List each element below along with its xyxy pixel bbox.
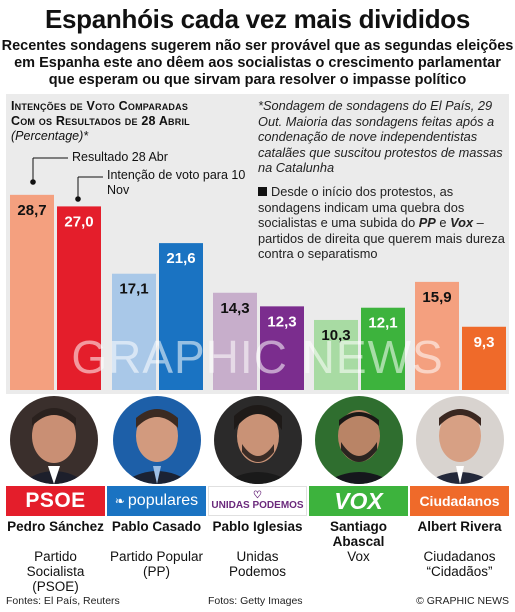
bars-group: 28,7 27,0 17,1 21,6 14,3 12,3 10,3 12,1 15,9 9,3 [10, 194, 506, 390]
chart-heading: Intenções de Voto Comparadas Com os Resu… [11, 99, 190, 129]
footer-photos: Fotos: Getty Images [208, 595, 303, 607]
portrait-santiago-abascal [313, 394, 405, 486]
bar-label-intent-3: 12,1 [368, 315, 397, 332]
logo-podemos-text: UNIDAS PODEMOS [211, 500, 304, 511]
bar-label-intent-2: 12,3 [267, 313, 296, 330]
portraits-row [0, 394, 515, 486]
vox-emphasis: Vox [450, 215, 474, 230]
bar-intent-2 [260, 306, 304, 390]
bar-intent-3 [361, 307, 405, 390]
candidate-party-vox: Vox [347, 549, 370, 564]
portrait-pablo-casado [111, 394, 203, 486]
bullet-square-icon [258, 187, 267, 196]
chart-heading-line2: Com os Resultados de 28 Abril [11, 114, 190, 128]
logo-vox: VOX [309, 486, 408, 516]
pp-emphasis: PP [418, 215, 436, 230]
protests-text-post: – partidos de direita que querem mais du… [258, 215, 505, 261]
bar-label-intent-4: 9,3 [474, 334, 495, 351]
logo-psoe: PSOE [6, 486, 105, 516]
candidate-name-iglesias: Pablo Iglesias [212, 519, 303, 534]
bar-label-result-3: 10,3 [321, 327, 350, 344]
candidate-name-sanchez: Pedro Sánchez [7, 519, 104, 534]
chart-unit: (Percentage)* [11, 129, 89, 143]
candidate-name-rivera: Albert Rivera [417, 519, 502, 534]
page-title: Espanhóis cada vez mais divididos [44, 4, 471, 34]
footer-copyright: © GRAPHIC NEWS [416, 595, 509, 607]
candidate-party-pp: Partido Popular (PP) [109, 549, 204, 579]
survey-note: *Sondagem de sondagens do El País, 29 Ou… [258, 98, 503, 175]
bar-label-intent-1: 21,6 [166, 250, 195, 267]
bar-label-result-1: 17,1 [119, 281, 148, 298]
chart-heading-line1: Intenções de Voto Comparadas [11, 99, 189, 113]
candidate-party-psoe: Partido Socialista (PSOE) [26, 549, 85, 594]
bar-intent-1 [159, 243, 203, 390]
protests-note: Desde o início dos protestos, as sondage… [258, 184, 508, 262]
portrait-pedro-sanchez [8, 394, 100, 486]
candidate-party-podemos: Unidas Podemos [228, 549, 287, 579]
protests-text-pre: Desde o início dos protestos, as sondage… [258, 184, 465, 230]
logo-unidas-podemos: ♡ UNIDAS PODEMOS [208, 486, 307, 516]
bar-result-1 [112, 273, 156, 390]
legend-intent-label: Intenção de voto para 10 Nov [107, 168, 246, 197]
bar-label-result-0: 28,7 [17, 202, 46, 219]
bar-result-3 [314, 319, 358, 390]
protests-text-and: e [435, 215, 451, 230]
portrait-albert-rivera [414, 394, 506, 486]
pp-seagull-icon: ❧ [114, 494, 125, 508]
bar-intent-4 [462, 326, 506, 390]
bar-label-intent-0: 27,0 [64, 213, 93, 230]
legend-dot-intent [75, 196, 81, 202]
portrait-pablo-iglesias [212, 394, 304, 486]
legend-result-label: Resultado 28 Abr [72, 150, 168, 164]
footer-sources: Fontes: El País, Reuters [6, 595, 120, 607]
bar-chart: 28,7 27,0 17,1 21,6 14,3 12,3 10,3 12,1 15,9 9,3 [10, 157, 506, 390]
candidate-party-ciudadanos: Ciudadanos “Cidadãos” [423, 549, 496, 579]
bar-result-0 [10, 194, 54, 390]
logo-pp: ❧ populares [107, 486, 206, 516]
heart-icon: ♡ [253, 490, 262, 501]
legend-dot-result [30, 179, 36, 185]
candidate-name-abascal: Santiago Abascal [329, 519, 387, 549]
logo-ciudadanos: Ciudadanos [410, 486, 509, 516]
bar-result-2 [213, 292, 257, 390]
logo-pp-text: populares [127, 492, 199, 509]
page-subtitle: Recentes sondagens sugerem não ser prová… [1, 38, 514, 88]
candidate-name-casado: Pablo Casado [111, 519, 202, 534]
bar-result-4 [415, 281, 459, 390]
bar-label-result-2: 14,3 [220, 300, 249, 317]
bar-intent-0 [57, 206, 101, 390]
bar-label-result-4: 15,9 [422, 289, 451, 306]
